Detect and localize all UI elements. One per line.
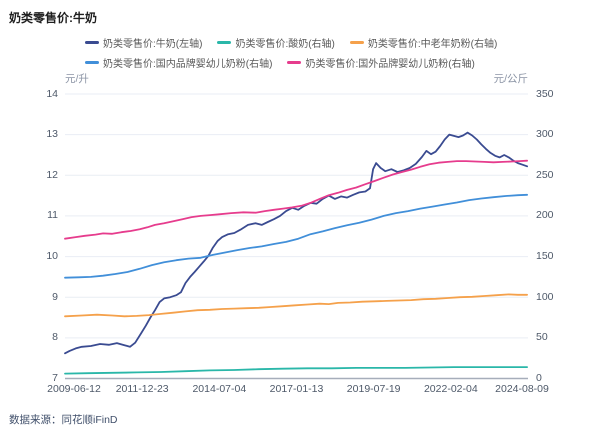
y-axis-left-tick-label: 11 xyxy=(47,209,58,222)
legend-line-marker-icon xyxy=(287,61,302,64)
legend-item-1[interactable]: 奶类零售价:酸奶(右轴) xyxy=(217,35,335,50)
y-axis-left-tick-label: 8 xyxy=(52,331,58,344)
series-line-2 xyxy=(64,293,528,318)
y-axis-left-tick-label: 10 xyxy=(46,250,58,263)
y-axis-right-tick-label: 300 xyxy=(536,128,554,141)
legend-line-marker-icon xyxy=(85,61,99,64)
series-line-1 xyxy=(64,366,528,375)
legend-item-label: 奶类零售价:中老年奶粉(右轴) xyxy=(367,39,498,50)
x-axis-tick-label: 2017-01-13 xyxy=(269,383,324,395)
y-axis-left-tick-label: 14 xyxy=(46,87,58,100)
legend-item-0[interactable]: 奶类零售价:牛奶(左轴) xyxy=(85,35,202,50)
y-axis-right-tick-label: 0 xyxy=(536,372,542,384)
left-axis-unit-label: 元/升 xyxy=(65,73,89,85)
chart-title: 奶类零售价:牛奶 xyxy=(9,11,97,25)
y-axis-right-tick-label: 250 xyxy=(536,168,554,181)
x-axis-tick-label: 2011-12-23 xyxy=(115,383,169,395)
y-axis-right-tick-label: 150 xyxy=(536,250,554,263)
x-axis-tick-label: 2014-07-04 xyxy=(192,383,247,395)
y-axis-left-tick-label: 9 xyxy=(52,290,58,303)
legend-item-label: 奶类零售价:牛奶(左轴) xyxy=(103,39,203,50)
y-axis-right-tick-label: 200 xyxy=(536,209,554,222)
legend-item-3[interactable]: 奶类零售价:国内品牌婴幼儿奶粉(右轴) xyxy=(85,55,272,70)
x-axis-tick-label: 2024-08-09 xyxy=(495,383,549,395)
series-line-4 xyxy=(64,159,528,240)
x-axis-tick-label: 2019-07-19 xyxy=(346,383,401,395)
y-axis-left-tick-label: 7 xyxy=(52,372,58,384)
legend-row: 奶类零售价:牛奶(左轴) 奶类零售价:酸奶(右轴) 奶类零售价:中老年奶粉(右轴) xyxy=(85,35,497,50)
right-axis-unit-label: 元/公斤 xyxy=(493,73,528,85)
legend-item-2[interactable]: 奶类零售价:中老年奶粉(右轴) xyxy=(349,35,498,50)
y-axis-right-tick-label: 50 xyxy=(536,331,548,344)
legend-row: 奶类零售价:国内品牌婴幼儿奶粉(右轴) 奶类零售价:国外品牌婴幼儿奶粉(右轴) xyxy=(85,55,497,70)
data-source: 数据来源：同花顺iFinD xyxy=(9,414,118,426)
legend-item-label: 奶类零售价:国内品牌婴幼儿奶粉(右轴) xyxy=(103,59,273,70)
x-axis-tick-label: 2009-06-12 xyxy=(47,383,101,395)
legend-line-marker-icon xyxy=(85,41,99,44)
y-axis-right-tick-label: 100 xyxy=(536,290,554,303)
legend-line-marker-icon xyxy=(217,41,232,44)
x-axis-tick-label: 2022-02-04 xyxy=(423,383,478,395)
legend-line-marker-icon xyxy=(349,41,364,44)
y-axis-left-tick-label: 12 xyxy=(46,168,58,181)
legend: 奶类零售价:牛奶(左轴) 奶类零售价:酸奶(右轴) 奶类零售价:中老年奶粉(右轴) 奶… xyxy=(85,35,497,70)
y-axis-right-tick-label: 350 xyxy=(536,87,554,100)
y-axis-left-tick-label: 13 xyxy=(46,128,58,141)
legend-item-label: 奶类零售价:国外品牌婴幼儿奶粉(右轴) xyxy=(305,59,475,70)
series-line-0 xyxy=(64,131,528,355)
legend-item-label: 奶类零售价:酸奶(右轴) xyxy=(235,39,335,50)
legend-item-4[interactable]: 奶类零售价:国外品牌婴幼儿奶粉(右轴) xyxy=(287,55,475,70)
series-line-3 xyxy=(64,193,528,279)
